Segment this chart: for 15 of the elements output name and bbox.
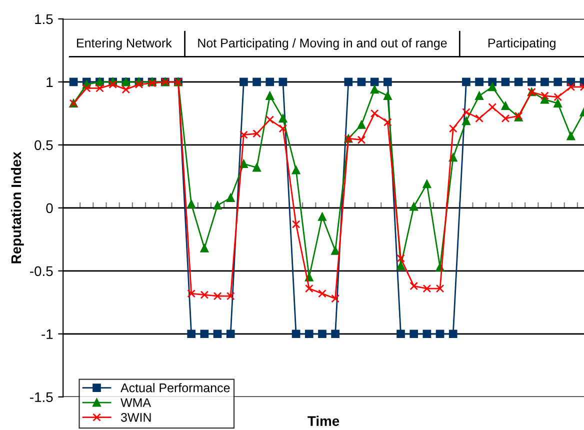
y-tick-label: 1	[46, 77, 53, 87]
y-tick-label: -1.5	[30, 392, 53, 402]
y-tick-label: 1.5	[35, 14, 53, 24]
legend-label: Actual Performance	[120, 383, 230, 392]
annotation: Entering Network	[77, 38, 172, 50]
y-tick-label: -0.5	[30, 266, 53, 276]
y-axis-title: Reputation Index	[10, 152, 24, 264]
legend-label: WMA	[120, 398, 152, 407]
legend-label: 3WIN	[120, 412, 151, 422]
y-tick-label: -1	[42, 329, 53, 339]
annotation: Not Participating / Moving in and out of range	[198, 38, 447, 50]
y-tick-label: 0.5	[34, 140, 53, 150]
y-tick-label: 0	[46, 203, 53, 214]
x-axis-title: Time	[308, 416, 340, 426]
annotation: Participating	[488, 38, 556, 50]
